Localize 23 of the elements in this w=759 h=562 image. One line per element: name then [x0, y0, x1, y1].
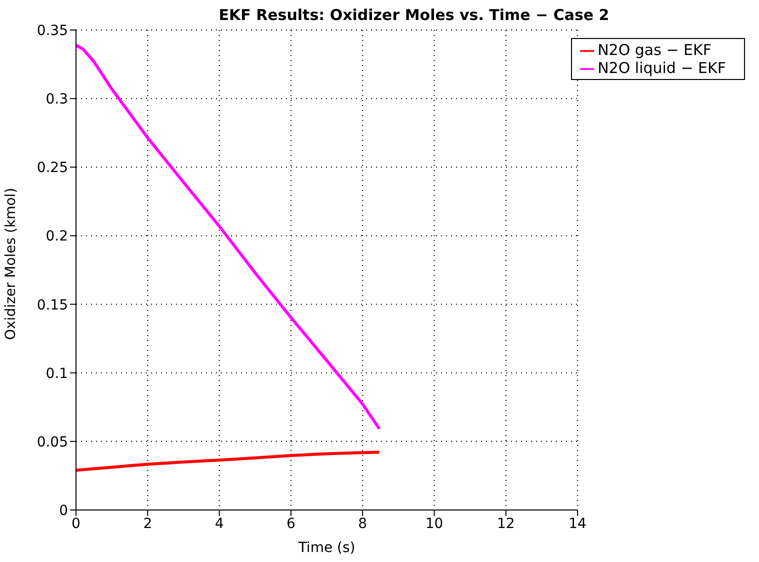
y-axis-title: Oxidizer Moles (kmol)	[2, 188, 19, 340]
y-tick-label: 0.35	[36, 22, 68, 39]
x-tick-label: 8	[358, 516, 368, 532]
y-tick-label: 0.2	[46, 228, 68, 245]
y-tick-label: 0.25	[36, 160, 68, 176]
y-tick-label: 0.15	[36, 297, 68, 314]
x-tick-label: 10	[425, 516, 444, 532]
line-series	[76, 44, 381, 430]
y-tick-label: 0.05	[36, 434, 68, 450]
x-tick-label: 4	[214, 516, 224, 532]
x-tick-label: 0	[72, 516, 80, 532]
x-tick-label: 12	[496, 516, 515, 532]
y-tick-label: 0.1	[46, 366, 68, 382]
x-axis-title: Time (s)	[297, 540, 356, 556]
x-tick-label: 6	[286, 516, 296, 532]
y-tick-label: 0.3	[46, 92, 68, 108]
legend-label: N2O liquid − EKF	[598, 59, 726, 77]
x-tick-label: 14	[568, 516, 587, 532]
x-tick-label: 2	[143, 516, 152, 532]
legend-label: N2O gas − EKF	[598, 41, 712, 59]
line-series	[76, 450, 381, 472]
y-tick-label: 0	[59, 502, 68, 519]
chart-title: EKF Results: Oxidizer Moles vs. Time − Case 2	[218, 6, 610, 24]
